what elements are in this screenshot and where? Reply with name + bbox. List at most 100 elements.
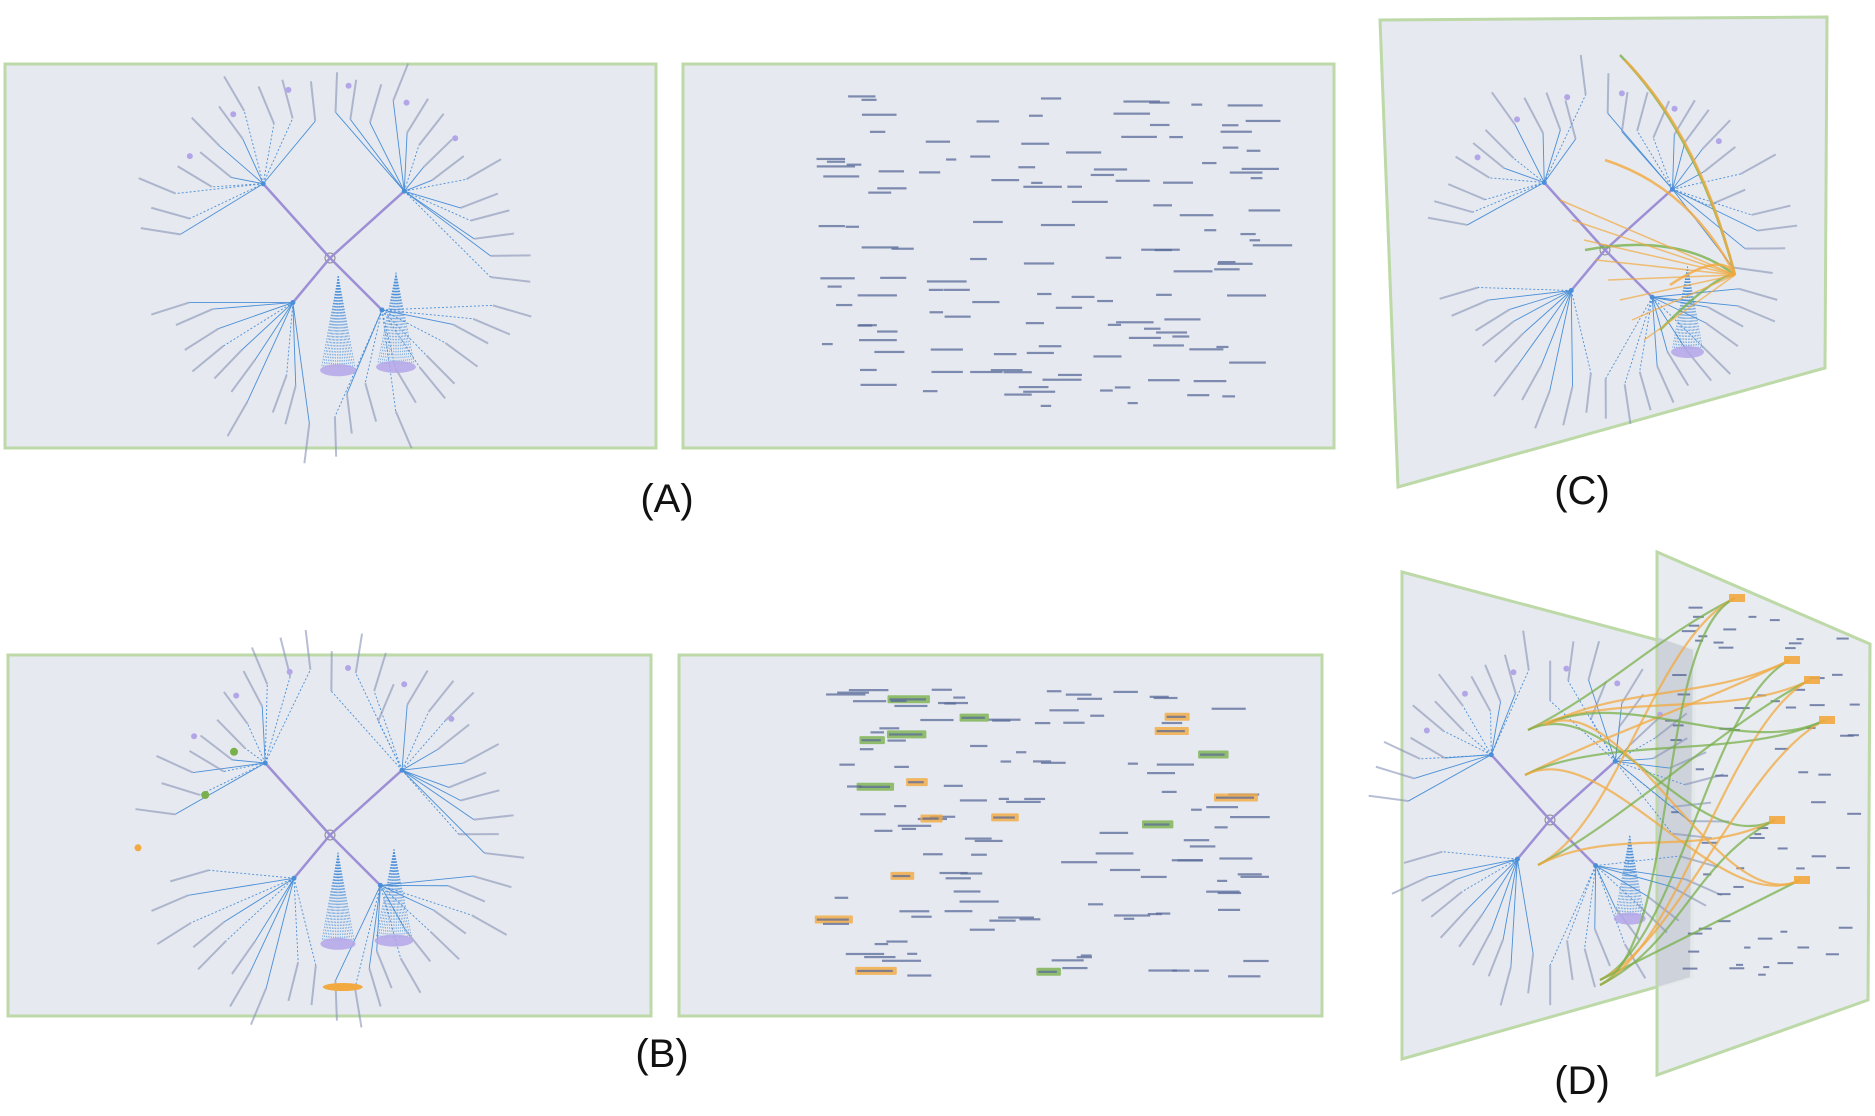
tree-edge: [1639, 297, 1653, 372]
word-mark: [1757, 827, 1769, 830]
leaf-label-mark: [1737, 305, 1776, 323]
inter-plane-link: [1537, 679, 1811, 866]
fan-edge: [395, 272, 415, 364]
word-mark: [973, 220, 1003, 224]
word-mark: [1252, 244, 1293, 247]
leaf-node: [448, 715, 455, 722]
leaf-label-mark: [1523, 97, 1544, 134]
fan-edge: [395, 272, 411, 364]
word-mark: [1153, 204, 1173, 207]
word-mark: [1023, 390, 1056, 393]
word-mark: [1127, 401, 1138, 405]
fan-edge: [393, 849, 396, 938]
tree-edge: [1543, 138, 1577, 183]
target-word-highlight: [1784, 656, 1800, 664]
tree-edge: [403, 190, 491, 257]
tree-edge: [1502, 859, 1518, 940]
word-mark: [821, 342, 833, 346]
leaf-label-mark: [1652, 100, 1671, 139]
word-mark: [848, 95, 876, 98]
leaf-label-mark: [1751, 204, 1791, 216]
word-mark: [861, 98, 877, 101]
leaf-label-mark: [1421, 878, 1456, 902]
tree-edge: [381, 309, 421, 368]
word-mark: [818, 224, 845, 228]
word-mark: [976, 120, 1000, 123]
leaf-node: [1461, 690, 1468, 697]
leaf-label-mark: [345, 393, 353, 434]
tree-edge: [223, 877, 295, 923]
inter-plane-link: [1527, 597, 1736, 731]
leaf-node: [403, 99, 410, 106]
tree-edge: [1652, 296, 1706, 324]
caption-d: (D): [1554, 1059, 1610, 1103]
leaf-label-mark: [1585, 372, 1592, 413]
word-mark: [1187, 394, 1210, 397]
leaf-label-mark: [364, 382, 378, 422]
word-mark: [1218, 260, 1236, 264]
tree-edge: [1455, 858, 1518, 881]
leaf-label-mark: [231, 940, 256, 975]
leaf-label-mark: [460, 789, 500, 802]
tree-edge: [1672, 148, 1703, 190]
word-mark: [1163, 181, 1193, 184]
fan-edge: [321, 276, 339, 367]
leaf-fan: [376, 360, 416, 373]
fan-edge: [1673, 266, 1688, 350]
word-mark: [1677, 693, 1691, 696]
leaf-label-mark: [1684, 109, 1710, 143]
tree-edge: [1615, 760, 1670, 769]
tree-edge: [380, 885, 406, 931]
leaf-label-mark: [1654, 712, 1688, 739]
tree-edge: [231, 176, 264, 185]
tree-edge: [1595, 865, 1616, 908]
word-mark: [901, 827, 917, 831]
leaf-label-mark: [422, 138, 453, 168]
target-word-highlight: [1819, 716, 1835, 724]
word-mark: [1099, 831, 1129, 835]
leaf-node: [452, 135, 459, 142]
leaf-label-mark: [1562, 386, 1574, 426]
word-mark: [1161, 721, 1183, 725]
word-mark: [1087, 903, 1104, 906]
word-mark: [1161, 790, 1177, 794]
word-mark: [959, 799, 987, 802]
word-mark: [816, 165, 856, 168]
word-mark: [1143, 823, 1170, 826]
leaf-label-mark: [406, 669, 429, 706]
leaf-label-mark: [1475, 308, 1511, 332]
fan-edge: [379, 272, 397, 364]
word-mark: [959, 900, 999, 903]
word-mark: [1172, 335, 1190, 338]
word-mark: [1149, 123, 1170, 127]
link-line: [1595, 259, 1736, 276]
tree-edge: [401, 769, 450, 788]
tree-edge: [401, 769, 475, 820]
tree-edge: [377, 720, 403, 771]
word-mark: [1774, 747, 1789, 750]
leaf-label-mark: [1412, 704, 1445, 732]
tree-edge: [247, 302, 294, 402]
fan-edge: [393, 849, 400, 938]
tree-edge: [1588, 679, 1616, 762]
tree-edge: [232, 759, 266, 764]
leaf-label-mark: [472, 875, 512, 889]
leaf-node: [345, 664, 352, 671]
tree-edge: [188, 877, 295, 896]
leaf-label-mark: [1383, 740, 1421, 760]
inter-plane-link: [1599, 719, 1826, 981]
tree-edge: [403, 190, 475, 240]
fan-edge: [1687, 266, 1696, 350]
leaf-label-mark: [1499, 966, 1512, 1006]
leaf-label-mark: [199, 151, 232, 179]
word-mark: [1153, 696, 1178, 700]
leaf-node: [286, 668, 293, 675]
word-mark: [1718, 646, 1734, 649]
core-edge: [329, 834, 382, 887]
leaf-label-mark: [1522, 630, 1530, 671]
leaf-node: [285, 86, 292, 93]
tree-edge: [349, 119, 405, 192]
fan-edge: [386, 272, 397, 364]
link-line: [1619, 274, 1736, 301]
leaf-label-mark: [191, 345, 224, 373]
